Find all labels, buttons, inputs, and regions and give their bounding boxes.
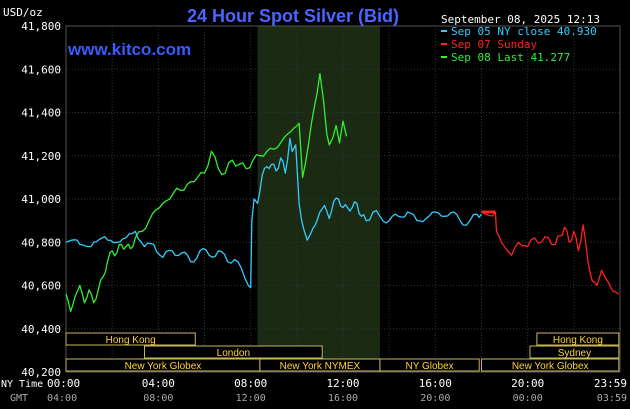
market-session-label: New York Globex: [512, 361, 589, 372]
y-tick-label: 41,400: [21, 107, 61, 120]
x-tick-label-gmt: 12:00: [236, 393, 266, 404]
chart-title: 24 Hour Spot Silver (Bid): [187, 6, 399, 26]
market-session-box: [529, 345, 620, 359]
legend-label: Sep 08 Last 41.277: [451, 51, 570, 64]
market-session: Hong Kong: [65, 332, 196, 346]
x-axis-row-label-gmt: GMT: [10, 393, 28, 404]
series-1: [481, 210, 620, 295]
x-tick-label-gmt: 04:00: [47, 393, 77, 404]
chart-timestamp: September 08, 2025 12:13: [441, 13, 600, 26]
x-tick-label-ny: 04:00: [142, 377, 175, 390]
y-tick-label: 40,600: [21, 280, 61, 293]
market-session-box: [65, 332, 196, 346]
y-tick-label: 40,800: [21, 236, 61, 249]
x-tick-label-ny: 12:00: [326, 377, 359, 390]
market-session-label: Hong Kong: [106, 335, 156, 346]
y-axis-label: USD/oz: [3, 6, 43, 19]
market-session: Sydney: [529, 345, 620, 359]
market-session-label: NY Globex: [405, 361, 453, 372]
y-tick-label: 40,200: [21, 366, 61, 379]
kitco-watermark: www.kitco.com: [67, 40, 191, 59]
x-axis-row-label-ny: NY Time: [1, 379, 43, 390]
x-tick-label-ny: 08:00: [234, 377, 267, 390]
market-session-label: New York Globex: [125, 361, 202, 372]
market-session-box: [379, 358, 480, 372]
x-tick-label-gmt: 20:00: [420, 393, 450, 404]
series-line: [65, 72, 348, 313]
plot-frame: [65, 25, 621, 373]
x-tick-label-ny: 00:00: [47, 377, 80, 390]
legend-label: Sep 05 NY close 40.930: [451, 25, 597, 38]
series-0: [65, 137, 483, 289]
market-session-label: New York NYMEX: [280, 361, 361, 372]
market-session-box: [536, 332, 620, 346]
series-line: [65, 137, 483, 289]
x-tick-label-gmt: 03:59: [597, 393, 627, 404]
series-line: [481, 211, 620, 295]
market-session-box: [143, 345, 323, 359]
x-tick-label-gmt: 00:00: [513, 393, 543, 404]
market-session: New York NYMEX: [259, 358, 381, 372]
y-tick-label: 41,600: [21, 63, 61, 76]
x-tick-label-ny: 23:59: [594, 377, 627, 390]
y-tick-label: 40,400: [21, 323, 61, 336]
market-session-box: [481, 358, 620, 372]
y-tick-label: 41,000: [21, 193, 61, 206]
series-2: [65, 72, 348, 313]
market-session: Hong Kong: [536, 332, 620, 346]
x-tick-label-gmt: 08:00: [143, 393, 173, 404]
x-tick-label-ny: 20:00: [511, 377, 544, 390]
x-tick-label-ny: 16:00: [419, 377, 452, 390]
market-session-label: London: [217, 348, 250, 359]
market-session-label: Sydney: [558, 348, 591, 359]
market-session-label: Hong Kong: [553, 335, 603, 346]
market-session: New York Globex: [481, 358, 620, 372]
market-session: NY Globex: [379, 358, 480, 372]
y-tick-label: 41,800: [21, 20, 61, 33]
x-tick-label-gmt: 16:00: [328, 393, 358, 404]
market-session: London: [143, 345, 323, 359]
market-session: New York Globex: [65, 358, 261, 372]
legend-label: Sep 07 Sunday: [451, 38, 537, 51]
y-tick-label: 41,200: [21, 150, 61, 163]
